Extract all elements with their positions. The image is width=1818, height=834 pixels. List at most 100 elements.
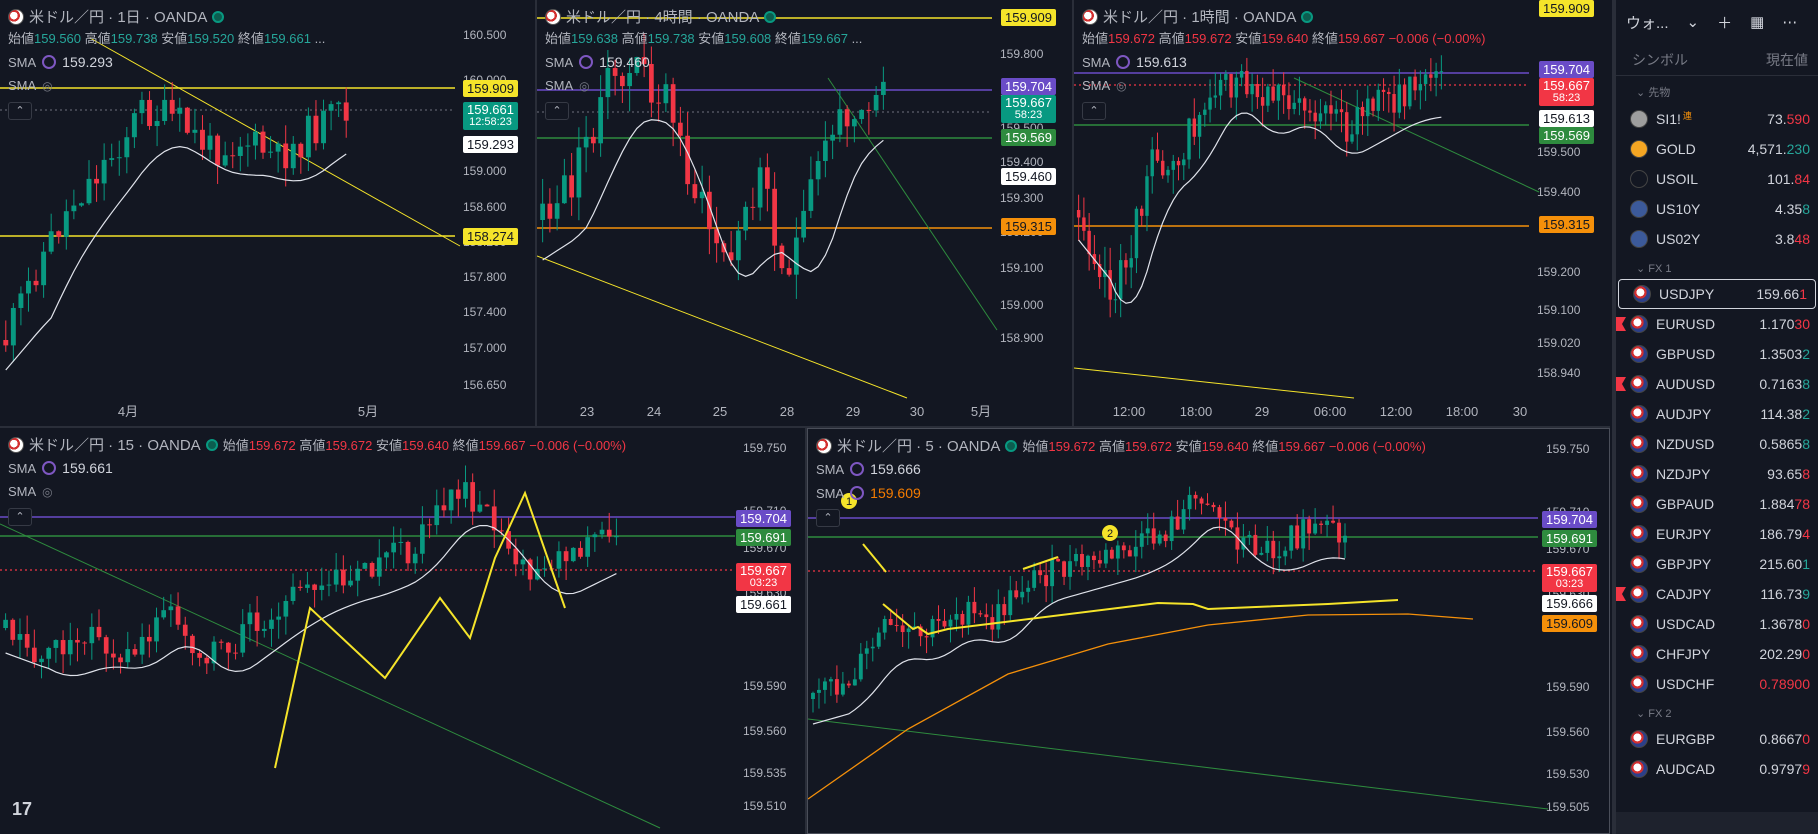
y-axis-tick: 158.940 xyxy=(1537,366,1581,380)
chart-title[interactable]: 米ドル／円 · 1日 · OANDA xyxy=(29,9,208,26)
flag-marker-icon[interactable] xyxy=(1616,377,1626,391)
layout-grid-icon[interactable]: ▦ xyxy=(1750,14,1765,31)
watchlist-row-us02y[interactable]: US02Y 3.848 xyxy=(1616,224,1818,254)
chart-pane-5m[interactable]: 159.750159.710159.670159.630159.590159.5… xyxy=(807,428,1610,834)
pane-divider[interactable] xyxy=(1072,0,1074,426)
candle-body xyxy=(240,624,246,653)
watchlist-row-nzdjpy[interactable]: NZDJPY 93.658 xyxy=(1616,459,1818,489)
sma-indicator-2[interactable]: SMA ◎ xyxy=(8,484,53,499)
chart-pane-1h[interactable]: 159.500 159.400 159.200 159.100 159.020 158.9… xyxy=(1074,0,1610,426)
sma-indicator-2[interactable]: SMA ◎ xyxy=(8,78,53,93)
chart-title[interactable]: 米ドル／円 · 15 · OANDA xyxy=(29,437,201,454)
chevron-down-icon[interactable]: ⌄ xyxy=(1686,14,1700,31)
sma-indicator-2[interactable]: SMA 159.609 xyxy=(816,485,921,501)
eye-hidden-icon[interactable]: ◎ xyxy=(42,78,53,93)
candle-body xyxy=(1343,535,1347,543)
watchlist-section-header[interactable]: ⌄ FX 1 xyxy=(1636,263,1672,275)
candle-body xyxy=(276,616,281,620)
refresh-icon[interactable] xyxy=(850,486,865,500)
pane-divider[interactable] xyxy=(805,428,807,834)
usdjpy-icon xyxy=(816,437,832,454)
refresh-icon[interactable] xyxy=(42,55,57,69)
eye-hidden-icon[interactable]: ◎ xyxy=(42,484,53,499)
watchlist-name[interactable]: ウォ... xyxy=(1626,14,1669,32)
candle-body xyxy=(576,147,582,198)
watchlist-row-usdjpy[interactable]: USDJPY 159.661 xyxy=(1618,279,1816,309)
candle-body xyxy=(283,600,289,617)
watchlist-row-eurjpy[interactable]: EURJPY 186.794 xyxy=(1616,519,1818,549)
x-axis-tick: 18:00 xyxy=(1180,404,1213,419)
watchlist-row-cadjpy[interactable]: CADJPY 116.739 xyxy=(1616,579,1818,609)
column-price[interactable]: 現在値 xyxy=(1766,51,1808,68)
watchlist-row-eurgbp[interactable]: EURGBP 0.86670 xyxy=(1616,724,1818,754)
watchlist-row-us10y[interactable]: US10Y 4.358 xyxy=(1616,194,1818,224)
eye-hidden-icon[interactable]: ◎ xyxy=(1116,78,1127,93)
watchlist-section-header[interactable]: ⌄ 先物 xyxy=(1636,87,1671,99)
chart-pane-4h[interactable]: 159.800159.600159.500159.400159.300159.2… xyxy=(537,0,1072,426)
candles-5m[interactable]: 159.750159.710159.670159.630159.590159.5… xyxy=(808,429,1610,834)
candle-body xyxy=(583,136,589,148)
candle-body xyxy=(269,619,274,629)
watchlist-row-gold[interactable]: GOLD 4,571.230 xyxy=(1616,134,1818,164)
add-symbol-icon[interactable]: ＋ xyxy=(1717,14,1733,32)
watchlist-row-nzdusd[interactable]: NZDUSD 0.58658 xyxy=(1616,429,1818,459)
x-axis-tick: 4月 xyxy=(118,404,138,419)
candle-body xyxy=(1145,176,1149,216)
annotation-marker-2[interactable] xyxy=(1102,525,1118,541)
chart-title[interactable]: 米ドル／円 · 4時間 · OANDA xyxy=(566,9,760,26)
sma-indicator-2[interactable]: SMA ◎ xyxy=(545,78,590,93)
watchlist-row-gbpusd[interactable]: GBPUSD 1.35032 xyxy=(1616,339,1818,369)
watchlist-row-chfjpy[interactable]: CHFJPY 202.290 xyxy=(1616,639,1818,669)
sma-indicator-1[interactable]: SMA 159.460 xyxy=(545,54,650,70)
chart-title[interactable]: 米ドル／円 · 1時間 · OANDA xyxy=(1103,9,1297,26)
pane-divider[interactable] xyxy=(535,0,537,426)
watchlist-row-audusd[interactable]: AUDUSD 0.71638 xyxy=(1616,369,1818,399)
candle-body xyxy=(1169,516,1174,542)
candles-1h[interactable]: 159.500 159.400 159.200 159.100 159.020 158.9… xyxy=(1074,0,1610,426)
watchlist-row-eurusd[interactable]: EURUSD 1.17030 xyxy=(1616,309,1818,339)
watchlist-row-audjpy[interactable]: AUDJPY 114.382 xyxy=(1616,399,1818,429)
flag-marker-icon[interactable] xyxy=(1616,587,1626,601)
pane-divider[interactable] xyxy=(0,426,1610,428)
chart-pane-daily[interactable]: 160.500160.000159.500159.000158.600158.2… xyxy=(0,0,535,426)
x-axis-tick: 24 xyxy=(647,404,661,419)
watchlist-row-usoil[interactable]: USOIL 101.84 xyxy=(1616,164,1818,194)
symbol-name: CADJPY xyxy=(1630,585,1760,603)
flag-marker-icon[interactable] xyxy=(1616,317,1626,331)
watchlist-row-si1[interactable]: SI1! 連 73.590 xyxy=(1616,104,1818,134)
refresh-icon[interactable] xyxy=(1116,55,1131,69)
watchlist-row-usdcad[interactable]: USDCAD 1.36780 xyxy=(1616,609,1818,639)
collapse-legend-button[interactable]: ⌃ xyxy=(545,102,569,120)
candles-15m[interactable]: 159.750159.710159.670159.630159.590159.5… xyxy=(0,428,805,834)
chart-pane-15m[interactable]: 159.750159.710159.670159.630159.590159.5… xyxy=(0,428,805,834)
chart-title[interactable]: 米ドル／円 · 5 · OANDA xyxy=(837,438,1001,455)
watchlist-row-usdchf[interactable]: USDCHF 0.78900 xyxy=(1616,669,1818,699)
candle-body xyxy=(116,157,122,159)
symbol-name: NZDUSD xyxy=(1630,435,1759,453)
collapse-legend-button[interactable]: ⌃ xyxy=(816,509,840,527)
sma-indicator-1[interactable]: SMA 159.666 xyxy=(816,461,921,477)
y-axis-tick: 159.560 xyxy=(1546,725,1590,739)
refresh-icon[interactable] xyxy=(850,462,865,476)
sma-indicator-1[interactable]: SMA 159.613 xyxy=(1082,54,1187,70)
sma-indicator-2[interactable]: SMA ◎ xyxy=(1082,78,1127,93)
symbol-price: 0.58658 xyxy=(1759,436,1810,452)
column-symbol[interactable]: シンボル xyxy=(1632,51,1688,68)
sma-line xyxy=(5,146,347,371)
more-options-icon[interactable]: ⋯ xyxy=(1782,14,1798,31)
collapse-legend-button[interactable]: ⌃ xyxy=(1082,102,1106,120)
candle-body xyxy=(1175,516,1180,530)
watchlist-row-audcad[interactable]: AUDCAD 0.97979 xyxy=(1616,754,1818,784)
collapse-legend-button[interactable]: ⌃ xyxy=(8,102,32,120)
candles-daily[interactable]: 160.500160.000159.500159.000158.600158.2… xyxy=(0,0,535,426)
watchlist-section-header[interactable]: ⌄ FX 2 xyxy=(1636,708,1672,720)
watchlist-row-gbpjpy[interactable]: GBPJPY 215.601 xyxy=(1616,549,1818,579)
sma-indicator-1[interactable]: SMA 159.661 xyxy=(8,460,113,476)
eye-hidden-icon[interactable]: ◎ xyxy=(579,78,590,93)
collapse-legend-button[interactable]: ⌃ xyxy=(8,508,32,526)
sma-indicator-1[interactable]: SMA 159.293 xyxy=(8,54,113,70)
refresh-icon[interactable] xyxy=(42,461,57,475)
refresh-icon[interactable] xyxy=(579,55,594,69)
candle-body xyxy=(1245,70,1249,95)
watchlist-row-gbpaud[interactable]: GBPAUD 1.88478 xyxy=(1616,489,1818,519)
